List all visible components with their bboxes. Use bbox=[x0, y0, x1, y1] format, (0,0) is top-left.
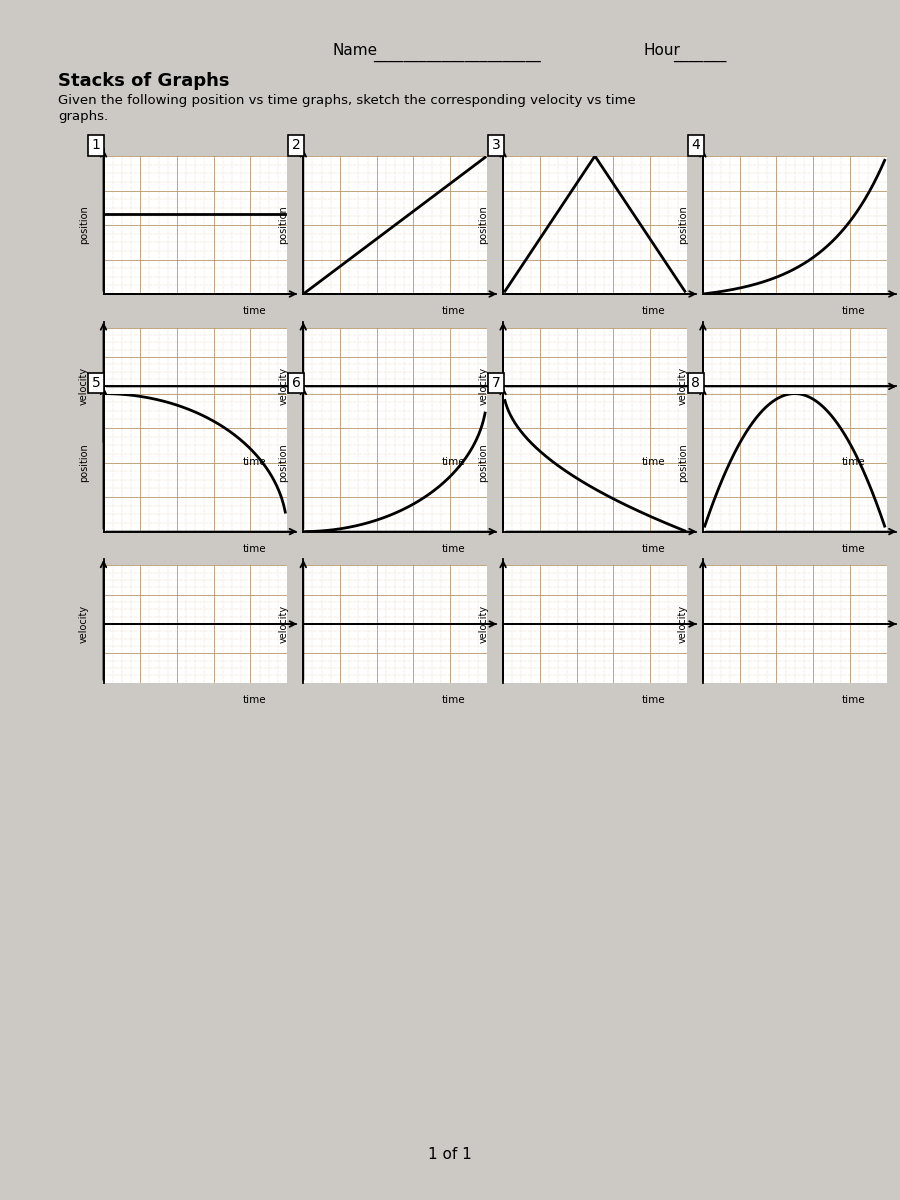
Text: position: position bbox=[278, 443, 289, 482]
Text: position: position bbox=[78, 205, 89, 245]
Text: position: position bbox=[678, 443, 688, 482]
Text: 6: 6 bbox=[292, 376, 301, 390]
Text: 7: 7 bbox=[491, 376, 500, 390]
Text: time: time bbox=[242, 544, 266, 553]
Text: time: time bbox=[642, 457, 665, 467]
Text: 1: 1 bbox=[92, 138, 101, 152]
Text: time: time bbox=[842, 544, 865, 553]
Text: time: time bbox=[842, 695, 865, 704]
Text: 4: 4 bbox=[691, 138, 700, 152]
Text: velocity: velocity bbox=[678, 605, 688, 643]
Text: Stacks of Graphs: Stacks of Graphs bbox=[58, 72, 230, 90]
Text: time: time bbox=[642, 306, 665, 316]
Text: time: time bbox=[842, 306, 865, 316]
Text: time: time bbox=[642, 544, 665, 553]
Text: velocity: velocity bbox=[78, 367, 89, 406]
Text: time: time bbox=[242, 695, 266, 704]
Text: time: time bbox=[842, 457, 865, 467]
Text: _______: _______ bbox=[673, 47, 726, 61]
Text: position: position bbox=[478, 205, 489, 245]
Text: velocity: velocity bbox=[278, 367, 289, 406]
Text: position: position bbox=[678, 205, 688, 245]
Text: time: time bbox=[442, 695, 465, 704]
Text: velocity: velocity bbox=[78, 605, 89, 643]
Text: 2: 2 bbox=[292, 138, 301, 152]
Text: 1 of 1: 1 of 1 bbox=[428, 1147, 472, 1162]
Text: ______________________: ______________________ bbox=[374, 47, 541, 61]
Text: velocity: velocity bbox=[478, 605, 489, 643]
Text: velocity: velocity bbox=[278, 605, 289, 643]
Text: time: time bbox=[442, 306, 465, 316]
Text: Given the following position vs time graphs, sketch the corresponding velocity v: Given the following position vs time gra… bbox=[58, 94, 636, 107]
Text: velocity: velocity bbox=[678, 367, 688, 406]
Text: time: time bbox=[242, 457, 266, 467]
Text: position: position bbox=[78, 443, 89, 482]
Text: position: position bbox=[478, 443, 489, 482]
Text: time: time bbox=[442, 544, 465, 553]
Text: 3: 3 bbox=[491, 138, 500, 152]
Text: time: time bbox=[642, 695, 665, 704]
Text: time: time bbox=[442, 457, 465, 467]
Text: graphs.: graphs. bbox=[58, 110, 109, 124]
Text: Hour: Hour bbox=[644, 43, 680, 58]
Text: position: position bbox=[278, 205, 289, 245]
Text: 8: 8 bbox=[691, 376, 700, 390]
Text: time: time bbox=[242, 306, 266, 316]
Text: 5: 5 bbox=[92, 376, 101, 390]
Text: Name: Name bbox=[333, 43, 378, 58]
Text: velocity: velocity bbox=[478, 367, 489, 406]
